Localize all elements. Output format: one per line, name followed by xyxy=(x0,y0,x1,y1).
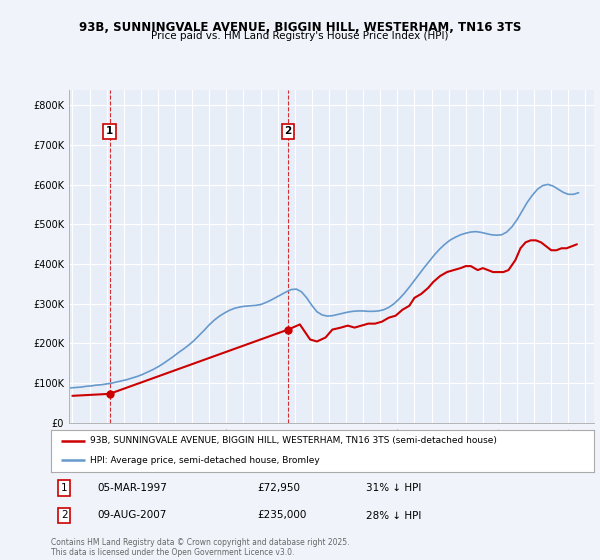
Text: £72,950: £72,950 xyxy=(257,483,301,493)
Text: 1: 1 xyxy=(106,126,113,136)
Text: £235,000: £235,000 xyxy=(257,511,307,520)
Text: 05-MAR-1997: 05-MAR-1997 xyxy=(97,483,167,493)
Text: 2: 2 xyxy=(284,126,292,136)
Text: 93B, SUNNINGVALE AVENUE, BIGGIN HILL, WESTERHAM, TN16 3TS (semi-detached house): 93B, SUNNINGVALE AVENUE, BIGGIN HILL, WE… xyxy=(90,436,497,445)
Text: 28% ↓ HPI: 28% ↓ HPI xyxy=(366,511,421,520)
Text: Price paid vs. HM Land Registry's House Price Index (HPI): Price paid vs. HM Land Registry's House … xyxy=(151,31,449,41)
Text: 1: 1 xyxy=(61,483,67,493)
Text: 31% ↓ HPI: 31% ↓ HPI xyxy=(366,483,421,493)
Text: 09-AUG-2007: 09-AUG-2007 xyxy=(97,511,167,520)
Text: 93B, SUNNINGVALE AVENUE, BIGGIN HILL, WESTERHAM, TN16 3TS: 93B, SUNNINGVALE AVENUE, BIGGIN HILL, WE… xyxy=(79,21,521,34)
Text: HPI: Average price, semi-detached house, Bromley: HPI: Average price, semi-detached house,… xyxy=(90,456,320,465)
Text: Contains HM Land Registry data © Crown copyright and database right 2025.
This d: Contains HM Land Registry data © Crown c… xyxy=(51,538,349,557)
Text: 2: 2 xyxy=(61,511,67,520)
